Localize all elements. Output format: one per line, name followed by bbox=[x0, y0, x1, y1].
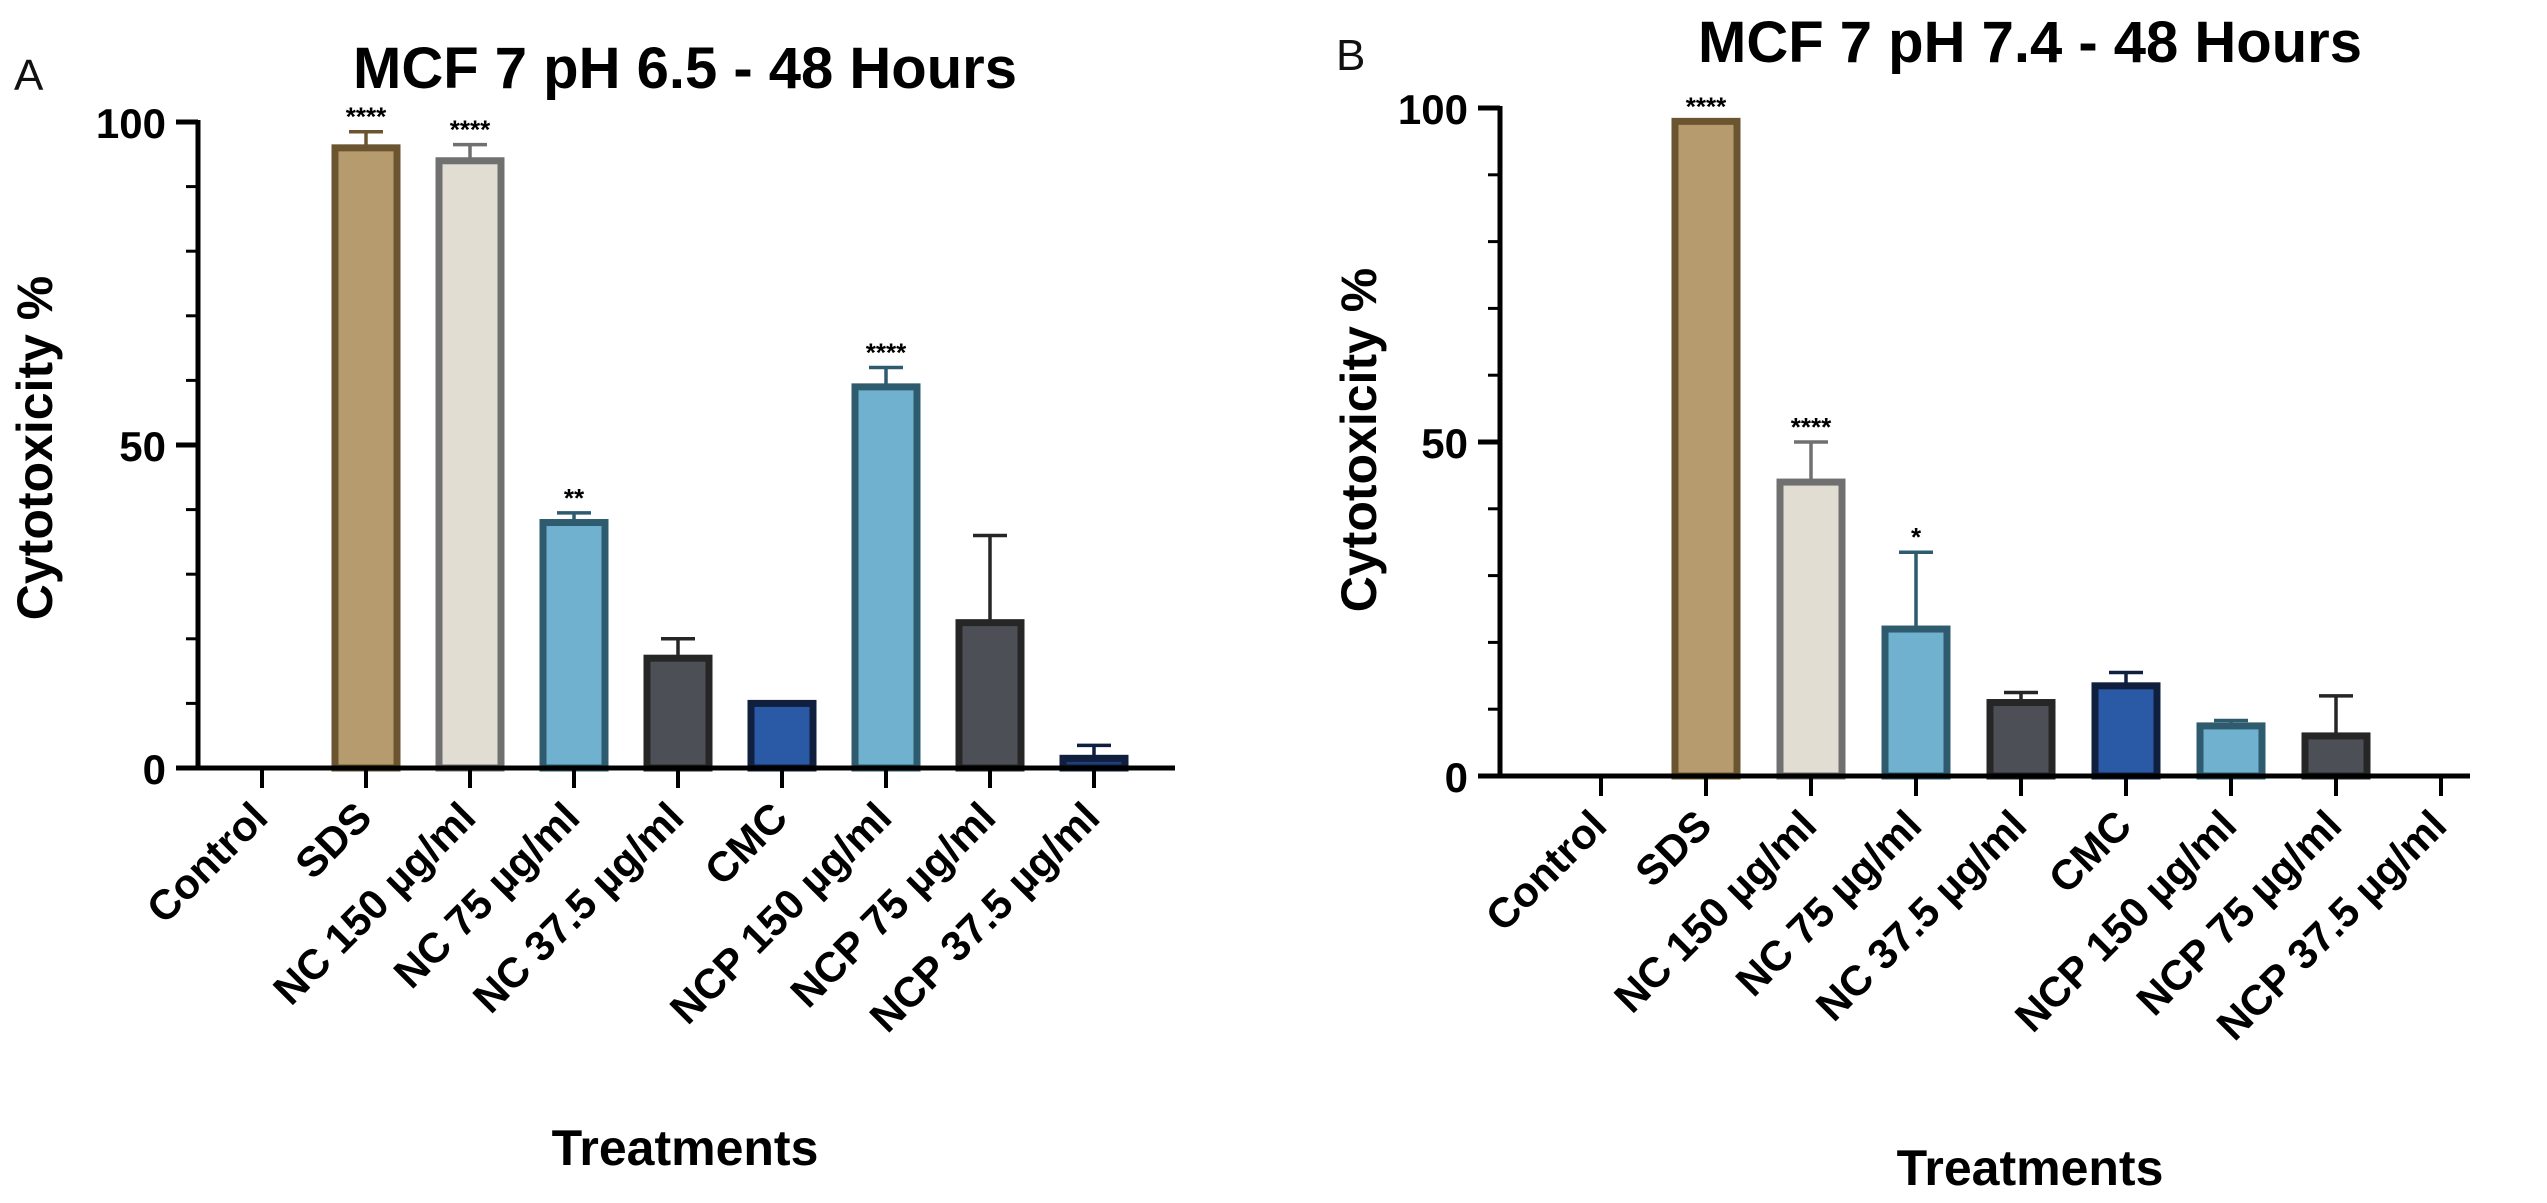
x-tick-label: SDS bbox=[1626, 801, 1720, 895]
bar bbox=[331, 144, 401, 772]
bar bbox=[1776, 478, 1846, 780]
y-axis-title: Cytotoxicity % bbox=[7, 276, 63, 621]
y-tick-label: 100 bbox=[96, 100, 166, 147]
significance-label: ** bbox=[564, 483, 585, 513]
panel-label: A bbox=[14, 51, 44, 100]
x-tick-label: Control bbox=[1477, 801, 1616, 940]
y-tick-label: 100 bbox=[1398, 86, 1468, 133]
significance-label: **** bbox=[866, 337, 907, 367]
chart-title: MCF 7 pH 7.4 - 48 Hours bbox=[1698, 10, 2362, 75]
y-tick-label: 50 bbox=[119, 423, 166, 470]
bar bbox=[1881, 625, 1951, 780]
bar bbox=[435, 157, 505, 772]
significance-label: **** bbox=[450, 115, 491, 145]
bar bbox=[2301, 732, 2371, 780]
significance-label: **** bbox=[1791, 412, 1832, 442]
bar bbox=[1671, 117, 1741, 780]
bar bbox=[539, 519, 609, 772]
x-axis-title: Treatments bbox=[552, 1120, 819, 1176]
panel-b: B MCF 7 pH 7.4 - 48 Hours Cytotoxicity %… bbox=[1331, 10, 2470, 1196]
bar bbox=[2196, 722, 2266, 780]
panel-label: B bbox=[1336, 31, 1365, 80]
panel-a: A MCF 7 pH 6.5 - 48 Hours Cytotoxicity %… bbox=[7, 36, 1175, 1176]
x-axis-title: Treatments bbox=[1897, 1140, 2164, 1196]
plot-area: Control****SDS****NC 150 µg/ml**NC 75 µg… bbox=[96, 100, 1175, 1041]
y-axis-title: Cytotoxicity % bbox=[1331, 268, 1387, 613]
bar bbox=[2091, 682, 2161, 780]
bar bbox=[643, 654, 713, 772]
x-tick-label: Control bbox=[138, 793, 277, 932]
y-tick-label: 50 bbox=[1421, 420, 1468, 467]
bar bbox=[851, 383, 921, 772]
significance-label: **** bbox=[346, 102, 387, 132]
significance-label: * bbox=[1911, 522, 1922, 552]
bar bbox=[1986, 699, 2056, 780]
y-tick-label: 0 bbox=[143, 746, 166, 793]
y-tick-label: 0 bbox=[1445, 754, 1468, 801]
bar bbox=[747, 699, 817, 772]
chart-title: MCF 7 pH 6.5 - 48 Hours bbox=[353, 36, 1017, 101]
plot-area: Control****SDS****NC 150 µg/ml*NC 75 µg/… bbox=[1398, 86, 2470, 1049]
x-tick-label: SDS bbox=[286, 793, 380, 887]
significance-label: **** bbox=[1686, 91, 1727, 121]
bar bbox=[955, 619, 1025, 772]
